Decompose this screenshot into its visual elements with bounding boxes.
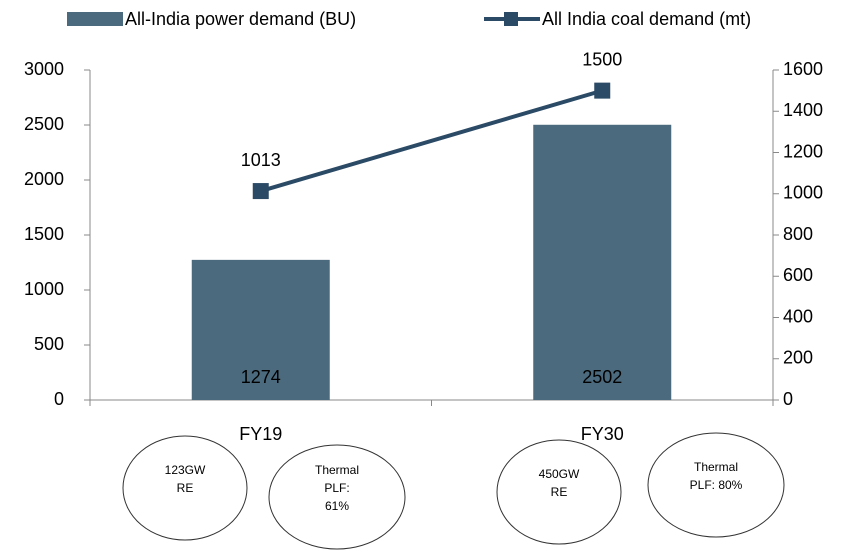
y-tick-label: 2500: [24, 114, 64, 134]
annotation-text: Thermal: [315, 463, 359, 477]
line-value-label: 1500: [582, 49, 622, 69]
x-tick-label: FY30: [581, 424, 624, 444]
annotation-text: RE: [177, 481, 194, 495]
line: [260, 88, 603, 193]
y2-tick-label: 600: [783, 265, 813, 285]
legend-swatch: [67, 12, 123, 26]
bar-value-label: 2502: [582, 367, 622, 387]
y2-tick-label: 0: [783, 389, 793, 409]
legend-label: All India coal demand (mt): [542, 9, 751, 29]
annotation-ellipse: [647, 432, 785, 538]
annotation-text: RE: [551, 485, 568, 499]
y-tick-label: 1000: [24, 279, 64, 299]
line-marker: [252, 183, 269, 200]
legend-marker: [504, 12, 518, 26]
annotation-text: 450GW: [539, 467, 580, 481]
bar-value-label: 1274: [241, 367, 281, 387]
bar: [191, 259, 330, 400]
annotation-text: PLF: 80%: [690, 478, 743, 492]
annotation-ellipse: [496, 439, 622, 545]
x-tick-label: FY19: [239, 424, 282, 444]
y2-tick-label: 200: [783, 348, 813, 368]
legend-label: All-India power demand (BU): [125, 9, 356, 29]
annotation-ellipse: [122, 435, 248, 541]
y-tick-label: 3000: [24, 59, 64, 79]
line-marker: [594, 82, 611, 99]
annotation-text: Thermal: [694, 460, 738, 474]
y-tick-label: 2000: [24, 169, 64, 189]
y2-tick-label: 800: [783, 224, 813, 244]
y2-tick-label: 400: [783, 306, 813, 326]
y2-tick-label: 1200: [783, 141, 823, 161]
annotation-text: PLF:: [324, 481, 349, 495]
annotation-text: 123GW: [165, 463, 206, 477]
y-tick-label: 500: [34, 334, 64, 354]
y-tick-label: 0: [54, 389, 64, 409]
line-value-label: 1013: [241, 150, 281, 170]
bar: [533, 124, 672, 400]
y-tick-label: 1500: [24, 224, 64, 244]
y2-tick-label: 1000: [783, 183, 823, 203]
annotation-text: 61%: [325, 499, 349, 513]
annotation-ellipse: [268, 444, 406, 550]
y2-tick-label: 1600: [783, 59, 823, 79]
y2-tick-label: 1400: [783, 100, 823, 120]
